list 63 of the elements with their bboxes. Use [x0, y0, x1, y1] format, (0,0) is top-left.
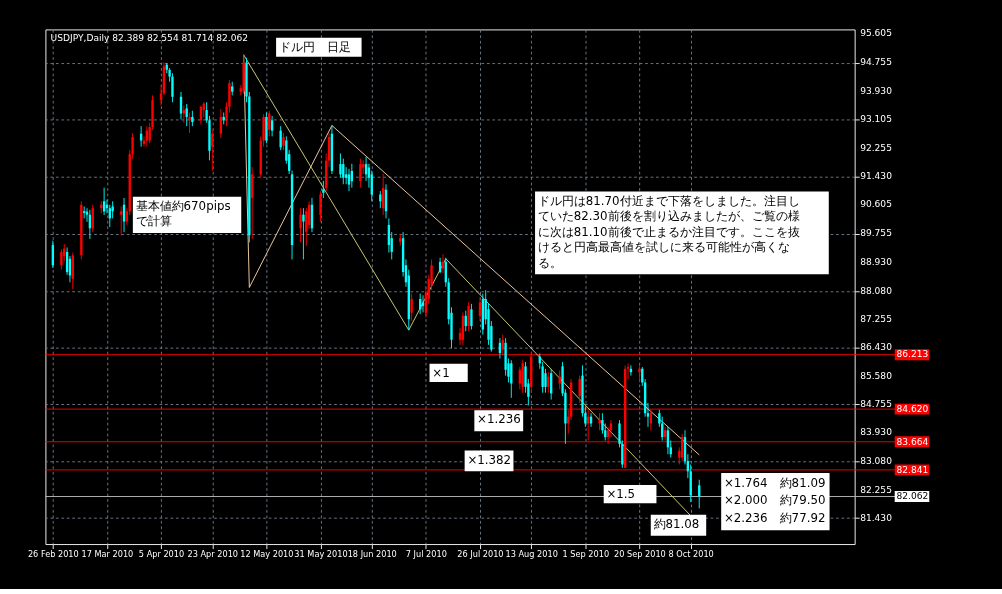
x-tick-label: 7 Jul 2010	[405, 549, 447, 560]
y-tick-label: 93.105	[860, 113, 892, 124]
annotation: ×1	[432, 365, 450, 380]
x-tick-label: 18 Jun 2010	[347, 549, 397, 560]
candlestick	[120, 206, 123, 236]
ref-line-label: 84.620	[896, 403, 929, 414]
x-tick-label: 8 Oct 2010	[668, 549, 714, 560]
annotation: USDJPY,Daily 82.389 82.554 81.714 82.062	[50, 33, 248, 44]
annotation: ×1.236	[477, 412, 521, 427]
y-tick-label: 83.930	[860, 427, 893, 438]
candlestick	[698, 479, 701, 509]
candlestick	[299, 207, 302, 243]
y-tick-label: 82.255	[860, 484, 892, 495]
candlestick	[339, 153, 342, 178]
y-tick-label: 88.080	[860, 285, 893, 296]
x-tick-label: 23 Apr 2010	[187, 549, 239, 560]
ref-line-label: 83.664	[896, 436, 929, 447]
y-tick-label: 83.080	[860, 456, 893, 467]
candlestick	[410, 293, 413, 322]
candlestick	[60, 248, 63, 271]
annotation: 約81.08	[653, 516, 700, 531]
annotation: ×1.382	[467, 452, 512, 467]
y-tick-label: 87.255	[860, 313, 892, 324]
text: ドル円 日足	[278, 39, 351, 54]
x-tick-label: 17 Mar 2010	[81, 549, 134, 560]
annotation: ×1.5	[606, 487, 636, 502]
x-tick-label: 1 Sep 2010	[562, 549, 610, 560]
x-tick-label: 5 Apr 2010	[138, 549, 185, 560]
y-tick-label: 85.580	[860, 371, 893, 382]
candlestick	[171, 72, 174, 103]
y-tick-label: 93.930	[860, 85, 893, 96]
candlestick	[319, 190, 322, 223]
y-tick-label: 89.755	[860, 228, 892, 239]
candlestick	[467, 301, 470, 332]
annotation: ×1.764 約81.09 ×2.000 約79.50 ×2.236 約77.92	[723, 476, 826, 525]
y-tick-label: 92.255	[860, 142, 892, 153]
y-tick-label: 90.605	[860, 199, 892, 210]
annotation: ドル円は81.70付近まで下落をしました。注目していた82.30前後を割り込みましたが、ご覧の様に次は81.10前後で止まるか注目です。ここを抜けると円高最高値を試しに来る可能性が高くなる。	[537, 193, 800, 270]
candlestick	[83, 206, 86, 219]
x-tick-label: 26 Jul 2010	[457, 549, 504, 560]
candlestick	[265, 112, 268, 144]
x-tick-label: 31 May 2010	[294, 549, 348, 560]
x-tick-label: 20 Sep 2010	[614, 549, 666, 560]
y-tick-label: 94.755	[860, 57, 892, 68]
candlestick	[578, 375, 581, 404]
candlestick	[347, 168, 351, 192]
candlestick	[547, 371, 550, 394]
y-tick-label: 91.430	[860, 171, 893, 182]
y-tick-label: 95.605	[860, 28, 892, 39]
x-tick-label: 26 Feb 2010	[27, 549, 79, 560]
ref-line-label: 82.841	[896, 464, 929, 475]
x-tick-label: 12 May 2010	[240, 549, 294, 560]
candlestick	[302, 207, 305, 260]
ref-line-label: 86.213	[896, 349, 929, 360]
y-tick-label: 88.930	[860, 256, 893, 267]
y-tick-label: 84.755	[860, 399, 892, 410]
candlestick	[544, 368, 547, 394]
annotation: 基本値約670pips で計算	[135, 198, 231, 229]
y-tick-label: 81.430	[860, 512, 893, 523]
y-tick-label: 86.430	[860, 341, 893, 352]
x-tick-label: 13 Aug 2010	[505, 549, 558, 560]
candlestick	[470, 303, 473, 330]
ref-line-label: 82.062	[896, 491, 929, 502]
